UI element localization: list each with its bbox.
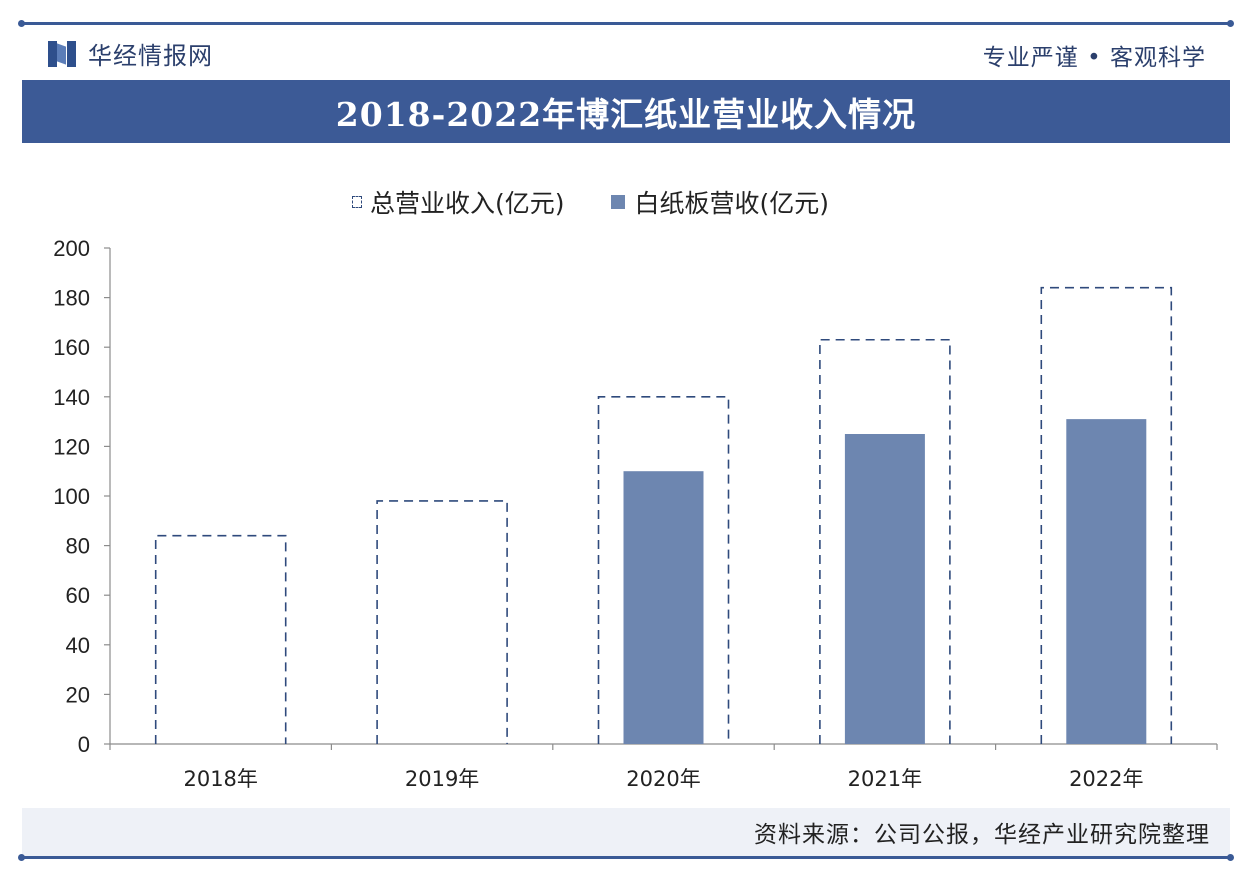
chart-title-bar: 2018-2022年博汇纸业营业收入情况 — [22, 80, 1230, 143]
legend-item-whiteboard: 白纸板营收(亿元) — [610, 184, 830, 220]
legend-label-whiteboard: 白纸板营收(亿元) — [634, 189, 830, 218]
y-tick-label: 40 — [66, 633, 90, 658]
x-category-label: 2020年 — [626, 767, 700, 791]
bar-total-revenue — [376, 500, 508, 744]
y-tick-label: 80 — [66, 534, 90, 559]
slogan: 专业严谨 • 客观科学 — [982, 45, 1206, 71]
legend: 总营业收入(亿元) 白纸板营收(亿元) — [352, 184, 875, 220]
legend-item-total: 总营业收入(亿元) — [352, 184, 565, 220]
bar-whiteboard-revenue — [623, 471, 704, 744]
brand-logo-icon — [48, 40, 76, 67]
bar-total-revenue — [819, 338, 951, 744]
chart-title: 2018-2022年博汇纸业营业收入情况 — [335, 94, 917, 134]
y-tick-label: 180 — [53, 286, 90, 311]
y-tick-label: 140 — [53, 385, 90, 410]
y-tick-label: 60 — [66, 583, 90, 608]
brand: 华经情报网 — [48, 36, 213, 71]
legend-swatch-dashed — [352, 196, 362, 208]
legend-swatch-solid — [610, 195, 625, 209]
y-tick-label: 120 — [53, 434, 90, 459]
y-tick-label: 200 — [53, 236, 90, 261]
x-category-label: 2018年 — [183, 767, 257, 791]
bar-total-revenue — [154, 534, 287, 744]
bar-whiteboard-revenue — [1066, 419, 1147, 744]
x-category-label: 2021年 — [848, 767, 922, 791]
y-tick-label: 0 — [78, 732, 90, 757]
y-tick-label: 100 — [53, 484, 90, 509]
y-tick-label: 160 — [53, 335, 90, 360]
bar-whiteboard-revenue — [844, 434, 925, 744]
x-category-label: 2019年 — [405, 767, 479, 791]
bar-total-revenue — [1040, 286, 1173, 744]
x-category-label: 2022年 — [1069, 767, 1143, 791]
bar-total-revenue — [597, 396, 730, 744]
bottom-divider — [18, 854, 1234, 861]
top-divider — [18, 20, 1234, 27]
legend-label-total: 总营业收入(亿元) — [370, 189, 565, 218]
footer-bar — [22, 808, 1230, 856]
brand-name: 华经情报网 — [88, 42, 213, 70]
source-note: 资料来源：公司公报，华经产业研究院整理 — [754, 822, 1210, 848]
y-tick-label: 20 — [66, 682, 90, 707]
